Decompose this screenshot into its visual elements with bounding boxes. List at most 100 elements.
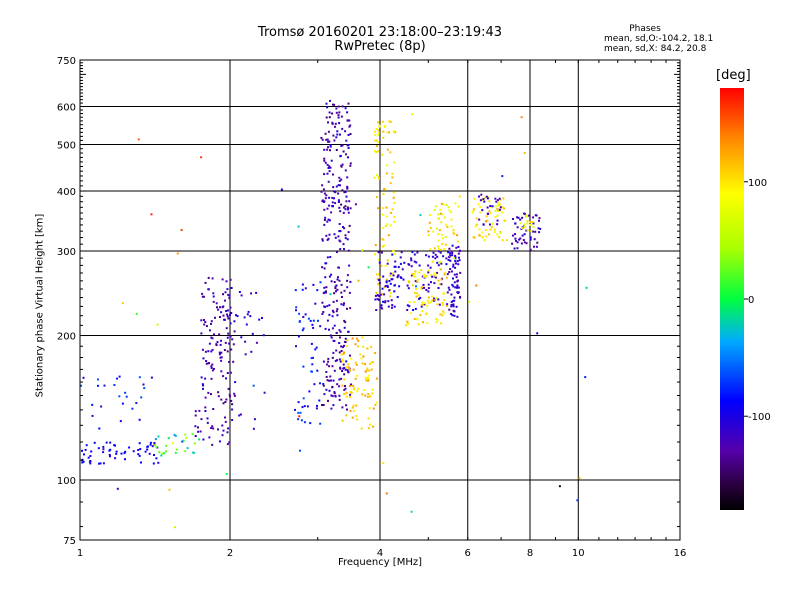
data-point — [439, 248, 442, 251]
data-point — [335, 149, 338, 151]
data-point — [340, 164, 343, 167]
data-point — [155, 446, 158, 449]
data-point — [335, 349, 338, 352]
data-point — [206, 421, 209, 424]
data-point — [342, 352, 345, 355]
data-point — [497, 201, 500, 204]
data-point — [456, 315, 459, 318]
data-point — [244, 340, 247, 343]
chart-title: Tromsø 20160201 23:18:00–23:19:43 — [257, 25, 503, 40]
data-point — [331, 356, 334, 359]
data-point — [473, 208, 475, 211]
data-point — [211, 348, 214, 351]
data-point — [438, 229, 441, 232]
data-point — [393, 265, 396, 268]
data-point — [339, 133, 341, 136]
data-point — [456, 280, 459, 283]
data-point — [227, 387, 230, 390]
data-point — [331, 196, 334, 199]
data-point — [210, 320, 213, 323]
data-point — [246, 313, 249, 316]
data-point — [208, 342, 211, 345]
data-point — [109, 448, 112, 451]
data-point — [503, 207, 506, 210]
data-point — [501, 175, 504, 178]
data-point — [415, 295, 418, 298]
data-point — [325, 116, 328, 119]
data-point — [449, 252, 451, 255]
data-point — [346, 274, 349, 277]
data-point — [397, 274, 400, 277]
data-point — [163, 452, 166, 455]
data-point — [431, 255, 434, 258]
data-point — [255, 291, 258, 294]
data-point — [328, 165, 331, 168]
data-point — [440, 283, 443, 286]
data-point — [315, 346, 318, 349]
data-point — [225, 377, 227, 380]
axis-ticks: 1 2 4 6 8 10 16 75 100 200 300 400 500 600 750 — [57, 56, 686, 559]
data-point — [321, 313, 324, 315]
data-point — [338, 351, 341, 354]
data-point — [229, 322, 232, 325]
data-point — [375, 273, 378, 276]
data-point — [332, 103, 334, 106]
data-point — [455, 273, 458, 276]
data-point — [351, 337, 354, 340]
data-point — [442, 237, 444, 240]
data-point — [453, 273, 456, 276]
data-point — [454, 260, 457, 263]
data-point — [338, 122, 341, 125]
data-point — [320, 190, 323, 193]
colorbar-tick-label: 0 — [748, 295, 754, 306]
data-point — [445, 257, 448, 260]
data-point — [331, 112, 334, 115]
data-point — [413, 291, 416, 294]
data-point — [328, 140, 331, 143]
data-point — [478, 218, 481, 221]
data-point — [224, 291, 227, 294]
data-point — [352, 409, 355, 412]
data-point — [410, 257, 413, 260]
data-point — [408, 263, 411, 266]
data-point — [377, 258, 380, 261]
data-point — [523, 224, 525, 227]
data-point — [344, 321, 347, 324]
data-point — [338, 111, 341, 114]
data-point — [520, 242, 523, 245]
data-point — [212, 300, 215, 303]
data-point — [204, 350, 207, 353]
data-point — [357, 339, 360, 342]
data-point — [375, 145, 378, 147]
data-point — [321, 138, 324, 141]
data-point — [340, 203, 343, 206]
data-point — [137, 138, 140, 141]
data-point — [529, 221, 532, 224]
data-point — [434, 272, 437, 275]
data-point — [452, 305, 455, 308]
data-point — [343, 319, 346, 322]
data-point — [234, 381, 237, 384]
data-point — [456, 240, 459, 243]
data-point — [415, 288, 417, 290]
data-point — [393, 161, 396, 164]
data-point — [446, 291, 449, 294]
data-point — [322, 384, 325, 387]
data-point — [386, 259, 389, 262]
data-point — [468, 300, 471, 303]
data-point — [229, 314, 231, 316]
data-point — [229, 371, 232, 374]
data-point — [388, 120, 391, 123]
data-point — [383, 244, 386, 247]
data-point — [452, 303, 455, 306]
data-point — [326, 220, 329, 223]
data-point — [222, 314, 225, 317]
data-point — [220, 311, 223, 314]
data-point — [298, 415, 301, 418]
data-point — [435, 296, 438, 299]
data-point — [403, 261, 406, 264]
data-point — [336, 359, 338, 362]
data-point — [475, 217, 478, 220]
data-point — [340, 345, 343, 348]
data-point — [135, 402, 138, 404]
